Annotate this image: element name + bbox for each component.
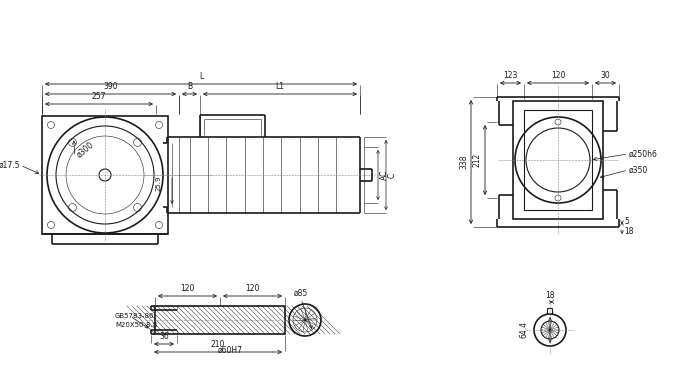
Text: 5: 5 bbox=[624, 217, 629, 226]
Text: L: L bbox=[199, 72, 203, 81]
Bar bbox=[524, 110, 592, 210]
Text: 210: 210 bbox=[211, 340, 225, 349]
Bar bbox=[42, 116, 168, 234]
Text: ø85: ø85 bbox=[294, 289, 308, 298]
Text: 212: 212 bbox=[473, 153, 482, 167]
Bar bbox=[513, 101, 603, 219]
Text: 30: 30 bbox=[600, 71, 610, 80]
Text: 120: 120 bbox=[245, 284, 260, 293]
Text: 338: 338 bbox=[459, 155, 468, 169]
Text: 120: 120 bbox=[180, 284, 195, 293]
Text: L1: L1 bbox=[276, 82, 285, 91]
Text: AC: AC bbox=[380, 170, 389, 180]
Text: 123: 123 bbox=[503, 71, 518, 80]
Text: 18: 18 bbox=[624, 228, 634, 236]
Bar bbox=[155, 306, 285, 334]
Text: 36: 36 bbox=[159, 332, 169, 341]
Text: ø60H7: ø60H7 bbox=[218, 346, 243, 355]
Text: 64.4: 64.4 bbox=[520, 322, 529, 338]
Text: GB5783-86: GB5783-86 bbox=[115, 313, 155, 319]
Text: ø17.5: ø17.5 bbox=[0, 160, 20, 170]
Text: M20X50-8.8: M20X50-8.8 bbox=[115, 322, 158, 328]
Text: ø350: ø350 bbox=[629, 165, 648, 175]
Text: 257: 257 bbox=[92, 92, 106, 101]
Text: 390: 390 bbox=[103, 82, 117, 91]
Text: 25.9: 25.9 bbox=[156, 175, 162, 191]
Text: ø300: ø300 bbox=[75, 140, 95, 160]
Text: B: B bbox=[187, 82, 192, 91]
Text: 18: 18 bbox=[545, 291, 555, 300]
Text: 120: 120 bbox=[551, 71, 565, 80]
Text: C: C bbox=[388, 172, 397, 178]
Text: ø250h6: ø250h6 bbox=[629, 149, 658, 159]
